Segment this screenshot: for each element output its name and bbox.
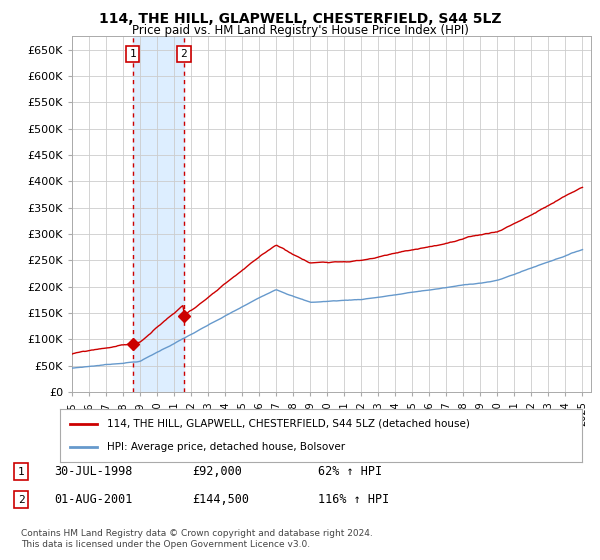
Text: Price paid vs. HM Land Registry's House Price Index (HPI): Price paid vs. HM Land Registry's House …: [131, 24, 469, 36]
Bar: [133, 36, 184, 392]
Text: 116% ↑ HPI: 116% ↑ HPI: [318, 493, 389, 506]
Text: 2: 2: [17, 494, 25, 505]
Text: HPI: Average price, detached house, Bolsover: HPI: Average price, detached house, Bols…: [107, 442, 345, 452]
Text: 30-JUL-1998: 30-JUL-1998: [54, 465, 133, 478]
Text: 62% ↑ HPI: 62% ↑ HPI: [318, 465, 382, 478]
Text: 2: 2: [181, 49, 187, 59]
Text: 01-AUG-2001: 01-AUG-2001: [54, 493, 133, 506]
Text: Contains HM Land Registry data © Crown copyright and database right 2024.
This d: Contains HM Land Registry data © Crown c…: [21, 529, 373, 549]
Text: 114, THE HILL, GLAPWELL, CHESTERFIELD, S44 5LZ (detached house): 114, THE HILL, GLAPWELL, CHESTERFIELD, S…: [107, 419, 470, 429]
Text: 114, THE HILL, GLAPWELL, CHESTERFIELD, S44 5LZ: 114, THE HILL, GLAPWELL, CHESTERFIELD, S…: [99, 12, 501, 26]
Text: £144,500: £144,500: [192, 493, 249, 506]
Text: 1: 1: [130, 49, 136, 59]
Text: £92,000: £92,000: [192, 465, 242, 478]
Text: 1: 1: [17, 466, 25, 477]
